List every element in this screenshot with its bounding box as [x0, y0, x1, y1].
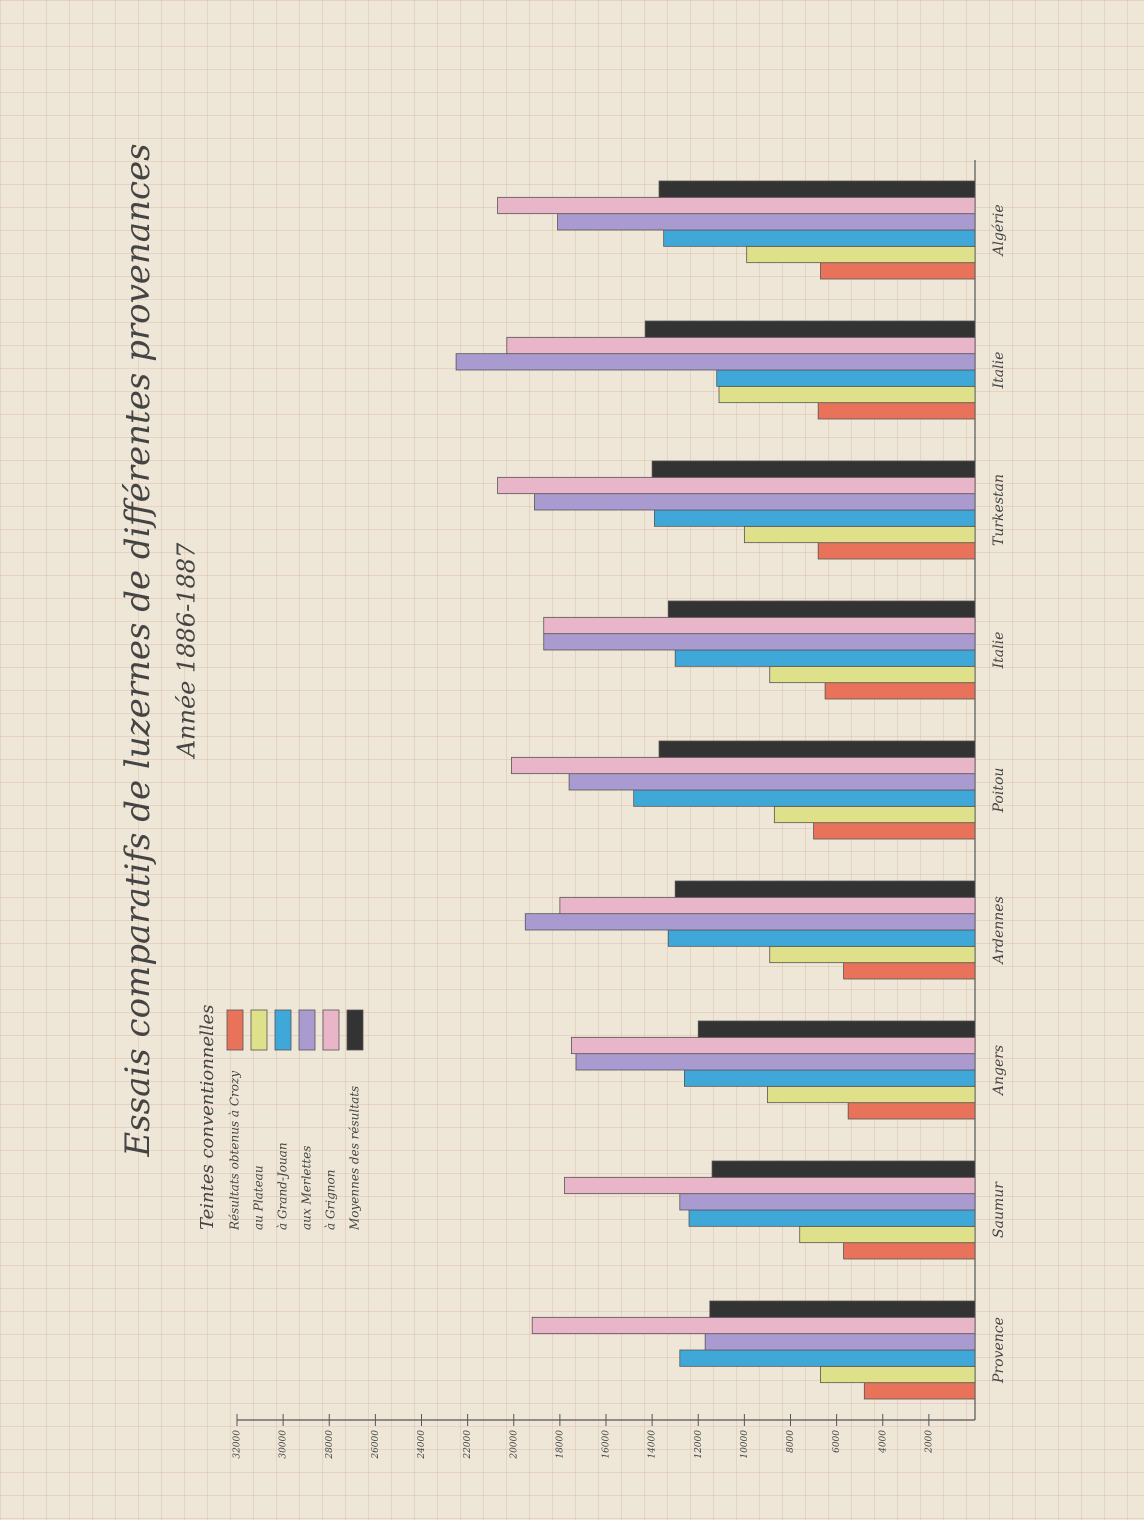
bar	[498, 197, 975, 213]
x-tick-label: Poitou	[991, 768, 1007, 814]
x-tick-label: Saumur	[991, 1181, 1007, 1238]
bar	[507, 337, 975, 353]
bar	[800, 1226, 975, 1242]
y-tick-label: 18000	[555, 1430, 565, 1459]
bar	[825, 683, 975, 699]
y-tick-label: 10000	[740, 1430, 750, 1459]
y-tick-label: 8000	[786, 1430, 796, 1453]
legend-label: à Grignon	[324, 1170, 338, 1231]
bar	[668, 930, 975, 946]
bar	[864, 1383, 975, 1399]
legend-label: aux Merlettes	[300, 1146, 314, 1230]
bar	[818, 403, 975, 419]
bar	[820, 1366, 975, 1382]
bar	[719, 386, 975, 402]
legend-swatch	[275, 1010, 291, 1050]
chart-subtitle: Année 1886-1887	[173, 542, 201, 759]
bar	[818, 543, 975, 559]
x-tick-label: Algérie	[991, 204, 1007, 257]
bar	[710, 1301, 975, 1317]
y-tick-label: 24000	[417, 1430, 427, 1460]
bar	[498, 477, 975, 493]
bar	[569, 774, 975, 790]
bar	[767, 1086, 975, 1102]
bar	[558, 214, 975, 230]
bar	[675, 881, 975, 897]
bar	[659, 741, 975, 757]
legend-swatch	[347, 1010, 363, 1050]
bar	[456, 354, 975, 370]
bar	[535, 494, 975, 510]
bar	[532, 1317, 975, 1333]
bar	[684, 1070, 975, 1086]
y-tick-label: 32000	[233, 1430, 243, 1459]
legend-title: Teintes conventionnelles	[197, 1005, 218, 1230]
bar	[844, 1243, 975, 1259]
bar	[525, 914, 975, 930]
y-tick-label: 6000	[832, 1430, 842, 1453]
bar	[747, 246, 975, 262]
y-tick-label: 26000	[371, 1430, 381, 1460]
page: Essais comparatifs de luzernes de différ…	[0, 0, 1144, 1520]
bar	[652, 461, 975, 477]
bar	[844, 963, 975, 979]
bar	[770, 666, 975, 682]
bar	[511, 757, 975, 773]
bar	[544, 634, 975, 650]
y-tick-label: 28000	[325, 1430, 335, 1460]
bar	[717, 370, 975, 386]
bar	[705, 1334, 975, 1350]
bar	[560, 897, 975, 913]
bar	[698, 1021, 975, 1037]
bar	[744, 526, 975, 542]
bar	[848, 1103, 975, 1119]
y-tick-label: 16000	[602, 1430, 612, 1459]
y-tick-label: 2000	[924, 1430, 934, 1454]
bar	[814, 823, 975, 839]
bar	[668, 601, 975, 617]
x-tick-label: Ardennes	[991, 896, 1007, 966]
bar	[689, 1210, 975, 1226]
x-tick-label: Italie	[991, 632, 1007, 670]
bar	[576, 1054, 975, 1070]
legend-label: à Grand-Jouan	[276, 1142, 290, 1230]
legend-swatch	[227, 1010, 243, 1050]
x-tick-label: Angers	[991, 1045, 1007, 1097]
bar	[675, 650, 975, 666]
bar	[654, 510, 975, 526]
y-tick-label: 22000	[463, 1430, 473, 1460]
y-tick-label: 14000	[648, 1430, 658, 1459]
legend-swatch	[299, 1010, 315, 1050]
chart-title: Essais comparatifs de luzernes de différ…	[118, 143, 158, 1157]
bar	[820, 263, 975, 279]
bar	[774, 806, 975, 822]
legend-swatch	[251, 1010, 267, 1050]
x-tick-label: Italie	[991, 352, 1007, 390]
y-tick-label: 4000	[878, 1430, 888, 1454]
rotated-chart: Essais comparatifs de luzernes de différ…	[118, 143, 1007, 1459]
legend-label: au Plateau	[252, 1165, 266, 1230]
y-tick-label: 12000	[694, 1430, 704, 1459]
legend-label: Moyennes des résultats	[348, 1086, 362, 1231]
bar	[645, 321, 975, 337]
chart: Essais comparatifs de luzernes de différ…	[0, 0, 1144, 1520]
bar	[712, 1161, 975, 1177]
bar	[634, 790, 975, 806]
bar	[571, 1037, 975, 1053]
bar	[544, 617, 975, 633]
bar	[770, 946, 975, 962]
y-tick-label: 20000	[509, 1430, 519, 1460]
x-tick-label: Provence	[991, 1317, 1007, 1384]
legend-label: Résultats obtenus à Crozy	[228, 1071, 242, 1231]
bar	[680, 1350, 975, 1366]
bar	[664, 230, 975, 246]
bar	[680, 1194, 975, 1210]
legend-swatch	[323, 1010, 339, 1050]
x-tick-label: Turkestan	[991, 474, 1007, 546]
bar	[564, 1177, 975, 1193]
y-tick-label: 30000	[279, 1430, 289, 1459]
bar	[659, 181, 975, 197]
